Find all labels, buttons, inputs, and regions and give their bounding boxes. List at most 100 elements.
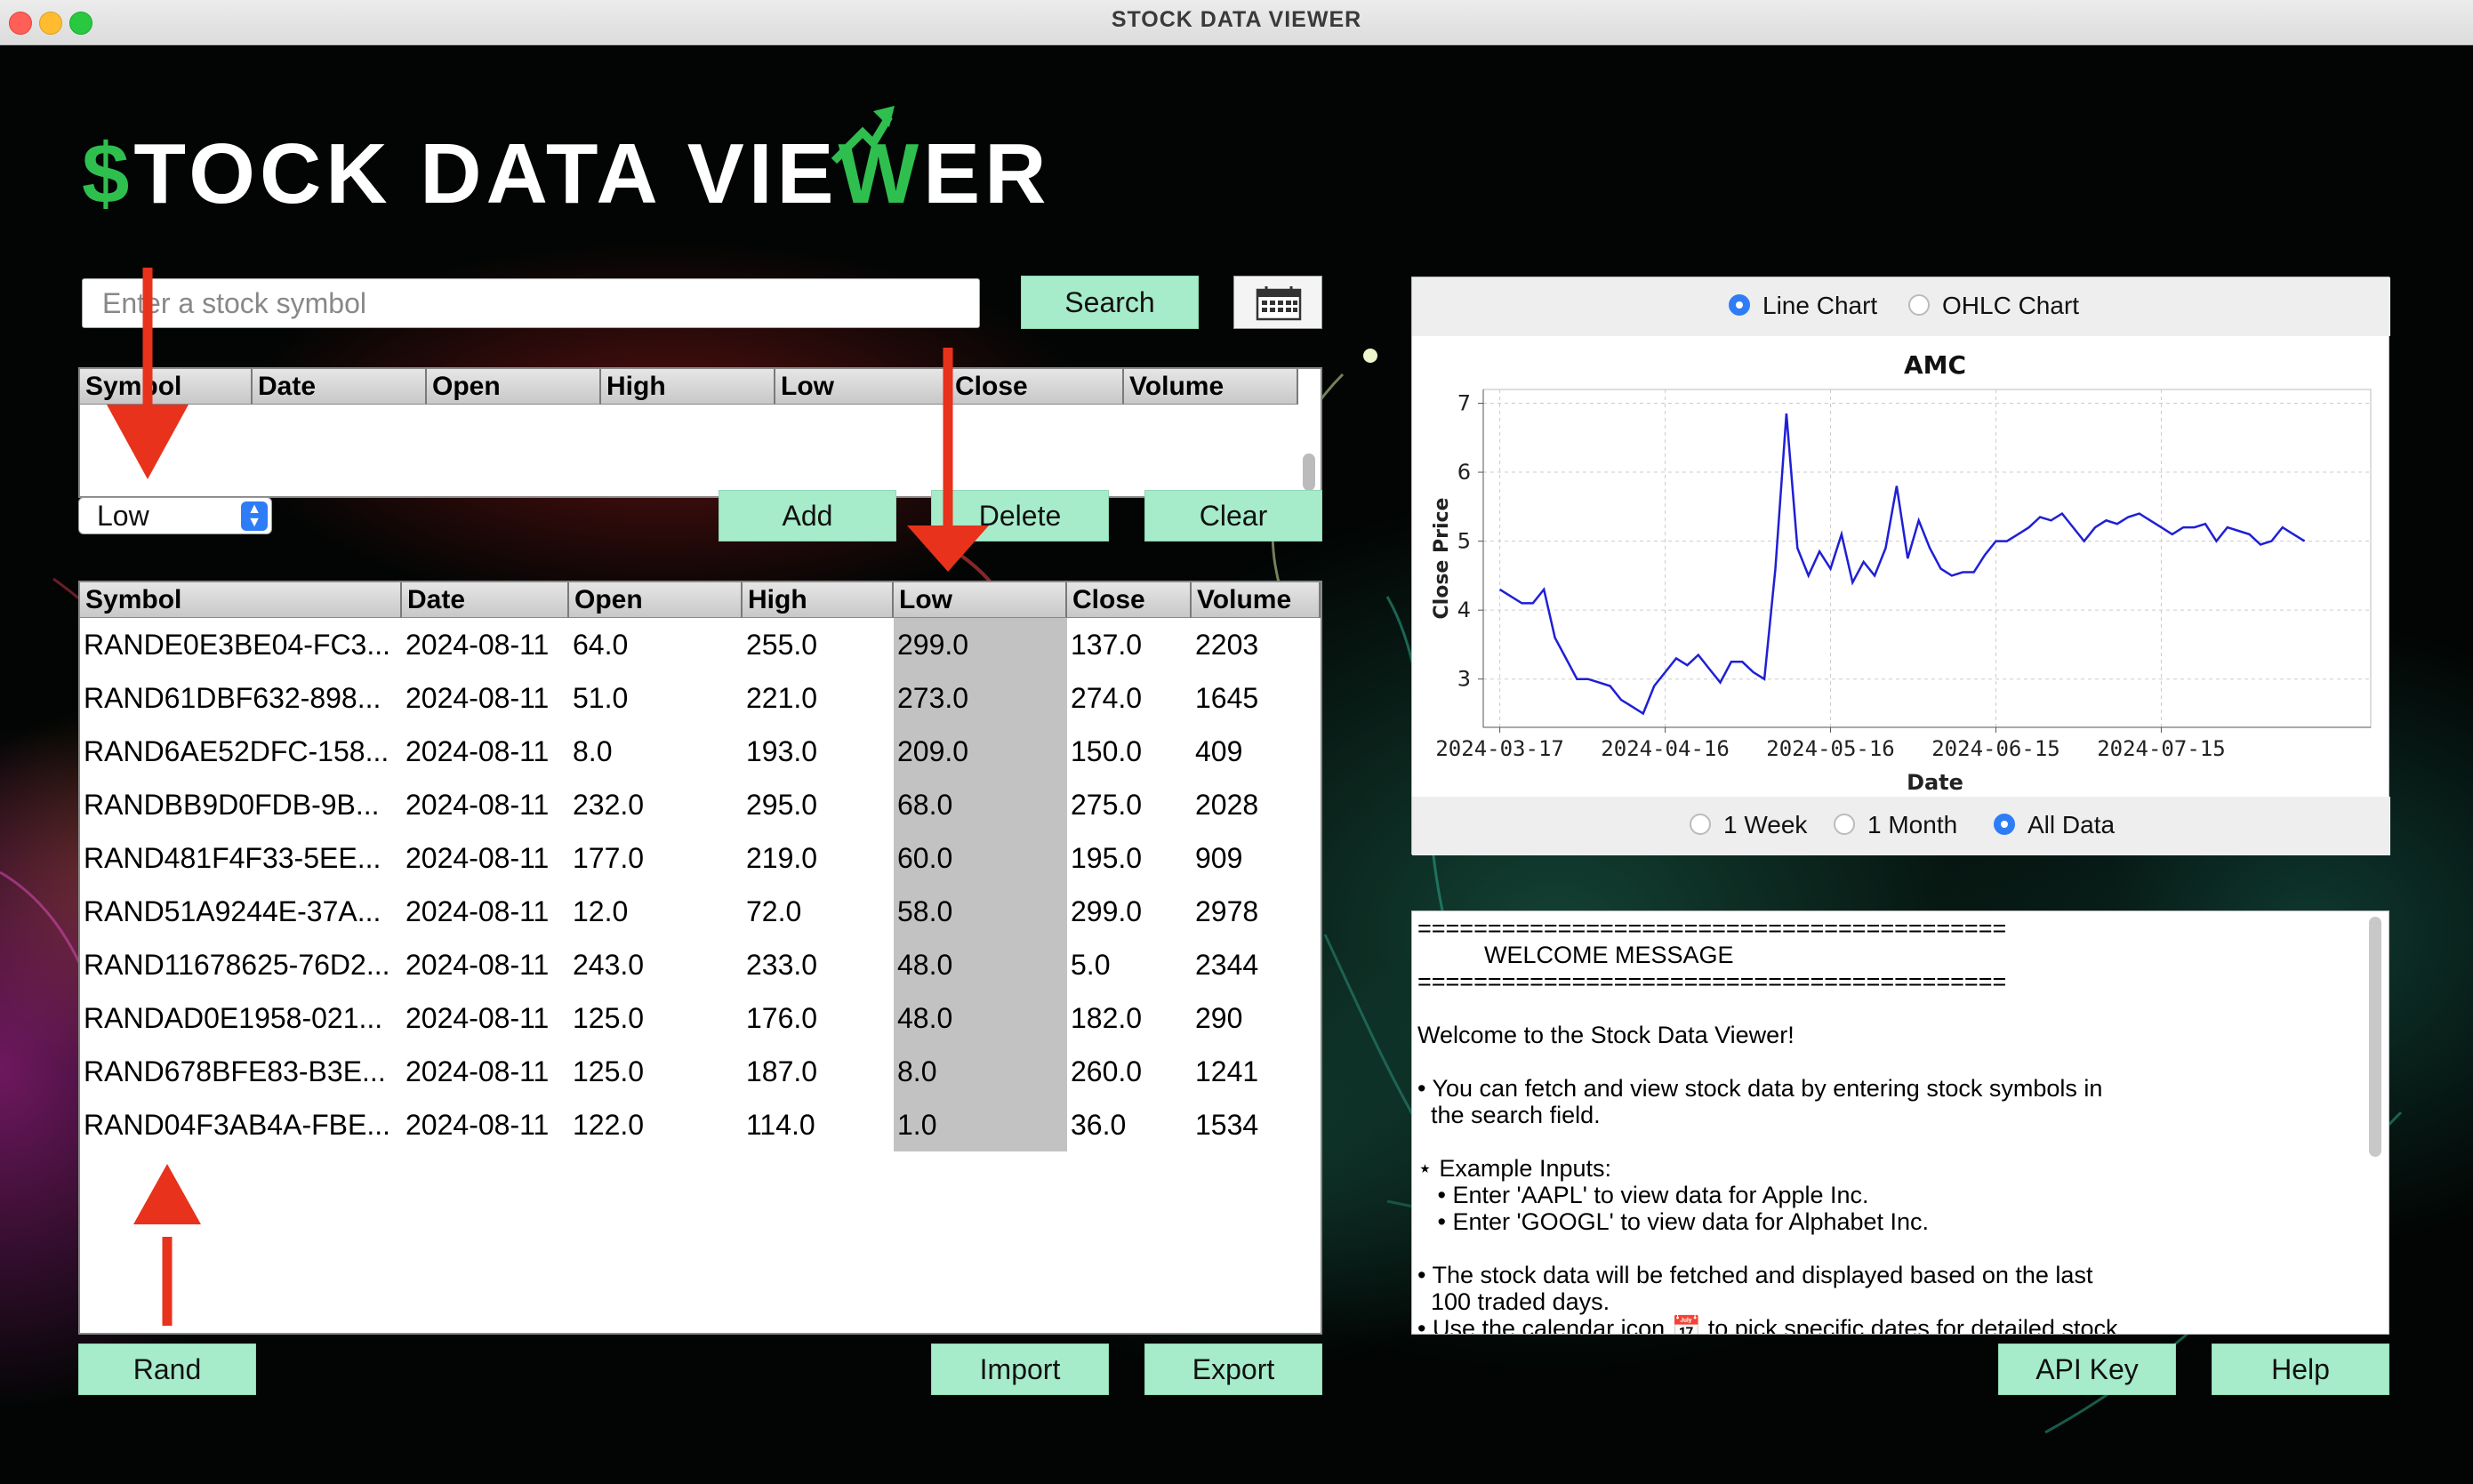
table-row[interactable]: RANDBB9D0FDB-9B... 2024-08-11 232.0 295.0 68… bbox=[80, 778, 1321, 831]
welcome-line: ⋆ Example Inputs: bbox=[1417, 1155, 1612, 1182]
window-titlebar: STOCK DATA VIEWER bbox=[0, 0, 2473, 45]
cell-date: 2024-08-11 bbox=[405, 842, 550, 874]
minimize-window-button[interactable] bbox=[39, 12, 62, 35]
radio-empty-icon bbox=[1834, 813, 1855, 835]
cell-symbol: RAND678BFE83-B3E... bbox=[84, 1055, 386, 1087]
col-header-low[interactable]: Low bbox=[775, 369, 950, 405]
radio-selected-icon bbox=[1994, 813, 2015, 835]
cell-low: 68.0 bbox=[894, 778, 1067, 831]
y-tick-label: 3 bbox=[1457, 667, 1471, 692]
import-button[interactable]: Import bbox=[931, 1344, 1109, 1395]
cell-close: 182.0 bbox=[1071, 1002, 1143, 1034]
welcome-line: • The stock data will be fetched and dis… bbox=[1417, 1262, 2093, 1288]
cell-date: 2024-08-11 bbox=[405, 682, 550, 714]
radio-empty-icon bbox=[1690, 813, 1711, 835]
x-tick-label: 2024-06-15 bbox=[1931, 736, 2060, 761]
table-row[interactable]: RAND11678625-76D2... 2024-08-11 243.0 233.0… bbox=[80, 938, 1321, 991]
cell-high: 233.0 bbox=[746, 949, 818, 981]
table-scrollbar[interactable] bbox=[1303, 453, 1315, 491]
col-header-low[interactable]: Low bbox=[894, 582, 1067, 618]
ohlc-chart-radio[interactable]: OHLC Chart bbox=[1908, 290, 2079, 322]
table-row[interactable]: RAND481F4F33-5EE... 2024-08-11 177.0 219.0 6… bbox=[80, 831, 1321, 885]
line-chart-radio[interactable]: Line Chart bbox=[1729, 290, 1877, 322]
rand-button[interactable]: Rand bbox=[78, 1344, 256, 1395]
col-header-volume[interactable]: Volume bbox=[1192, 582, 1321, 618]
one-week-radio[interactable]: 1 Week bbox=[1690, 809, 1807, 841]
chart-panel: Line Chart OHLC Chart AMC Close Price Da… bbox=[1411, 277, 2390, 855]
cell-high: 193.0 bbox=[746, 735, 818, 767]
cell-volume: 2028 bbox=[1195, 789, 1259, 821]
col-header-date[interactable]: Date bbox=[253, 369, 427, 405]
cell-date: 2024-08-11 bbox=[405, 629, 550, 661]
cell-low: 8.0 bbox=[894, 1045, 1067, 1098]
calendar-button[interactable] bbox=[1233, 276, 1322, 329]
cell-open: 51.0 bbox=[573, 682, 629, 714]
cell-low: 60.0 bbox=[894, 831, 1067, 885]
line-chart-label: Line Chart bbox=[1762, 292, 1878, 319]
cell-close: 36.0 bbox=[1071, 1109, 1127, 1141]
cell-high: 187.0 bbox=[746, 1055, 818, 1087]
cell-open: 12.0 bbox=[573, 895, 629, 927]
cell-volume: 1534 bbox=[1195, 1109, 1259, 1141]
cell-date: 2024-08-11 bbox=[405, 949, 550, 981]
add-button[interactable]: Add bbox=[719, 490, 896, 541]
ohlc-chart-label: OHLC Chart bbox=[1942, 292, 2080, 319]
col-header-open[interactable]: Open bbox=[569, 582, 743, 618]
cell-high: 255.0 bbox=[746, 629, 818, 661]
col-header-close[interactable]: Close bbox=[1067, 582, 1192, 618]
table-row[interactable]: RAND6AE52DFC-158... 2024-08-11 8.0 193.0 209… bbox=[80, 725, 1321, 778]
calendar-icon bbox=[1256, 286, 1302, 321]
cell-volume: 409 bbox=[1195, 735, 1243, 767]
export-button[interactable]: Export bbox=[1144, 1344, 1322, 1395]
cell-high: 221.0 bbox=[746, 682, 818, 714]
all-data-label: All Data bbox=[2027, 811, 2116, 838]
chevron-up-down-icon: ▲ ▼ bbox=[241, 501, 268, 531]
table-row[interactable]: RAND04F3AB4A-FBE... 2024-08-11 122.0 114.0 1… bbox=[80, 1098, 1321, 1151]
sort-column-select[interactable]: Low ▲ ▼ bbox=[78, 497, 272, 534]
table-row[interactable]: RANDAD0E1958-021... 2024-08-11 125.0 176.0 4… bbox=[80, 991, 1321, 1045]
table-row[interactable]: RAND678BFE83-B3E... 2024-08-11 125.0 187.0 8… bbox=[80, 1045, 1321, 1098]
chart-type-bar: Line Chart OHLC Chart bbox=[1412, 277, 2390, 336]
cell-volume: 290 bbox=[1195, 1002, 1243, 1034]
cell-volume: 2978 bbox=[1195, 895, 1259, 927]
cell-date: 2024-08-11 bbox=[405, 1109, 550, 1141]
logo-text-1: TOCK DATA VIE bbox=[133, 126, 839, 221]
col-header-close[interactable]: Close bbox=[950, 369, 1124, 405]
col-header-volume[interactable]: Volume bbox=[1124, 369, 1298, 405]
table-row[interactable]: RAND61DBF632-898... 2024-08-11 51.0 221.0 27… bbox=[80, 671, 1321, 725]
close-window-button[interactable] bbox=[9, 12, 32, 35]
clear-button[interactable]: Clear bbox=[1144, 490, 1322, 541]
cell-symbol: RAND481F4F33-5EE... bbox=[84, 842, 381, 874]
window-title: STOCK DATA VIEWER bbox=[1111, 7, 1362, 32]
api-key-button[interactable]: API Key bbox=[1998, 1344, 2176, 1395]
col-header-open[interactable]: Open bbox=[427, 369, 601, 405]
cell-close: 299.0 bbox=[1071, 895, 1143, 927]
welcome-line: the search field. bbox=[1417, 1102, 1601, 1128]
cell-date: 2024-08-11 bbox=[405, 1002, 550, 1034]
table-row[interactable]: RAND51A9244E-37A... 2024-08-11 12.0 72.0 58.… bbox=[80, 885, 1321, 938]
col-header-date[interactable]: Date bbox=[402, 582, 569, 618]
down-arrow-icon bbox=[907, 525, 989, 572]
col-header-symbol[interactable]: Symbol bbox=[80, 582, 402, 618]
col-header-symbol[interactable]: Symbol bbox=[80, 369, 253, 405]
cell-symbol: RANDAD0E1958-021... bbox=[84, 1002, 383, 1034]
col-header-high[interactable]: High bbox=[743, 582, 894, 618]
all-data-radio[interactable]: All Data bbox=[1994, 809, 2115, 841]
cell-open: 125.0 bbox=[573, 1002, 645, 1034]
maximize-window-button[interactable] bbox=[69, 12, 92, 35]
cell-close: 150.0 bbox=[1071, 735, 1143, 767]
welcome-message-panel[interactable]: ========================================… bbox=[1411, 910, 2389, 1335]
cell-close: 137.0 bbox=[1071, 629, 1143, 661]
cell-symbol: RAND6AE52DFC-158... bbox=[84, 735, 389, 767]
search-button[interactable]: Search bbox=[1021, 276, 1199, 329]
help-button[interactable]: Help bbox=[2212, 1344, 2389, 1395]
one-month-label: 1 Month bbox=[1867, 811, 1958, 838]
col-header-high[interactable]: High bbox=[601, 369, 775, 405]
y-tick-label: 4 bbox=[1457, 598, 1471, 622]
cell-volume: 2203 bbox=[1195, 629, 1259, 661]
message-scrollbar[interactable] bbox=[2369, 917, 2381, 1157]
one-month-radio[interactable]: 1 Month bbox=[1834, 809, 1957, 841]
cell-low: 58.0 bbox=[894, 885, 1067, 938]
table-row[interactable]: RANDE0E3BE04-FC3... 2024-08-11 64.0 255.0 29… bbox=[80, 618, 1321, 671]
cell-symbol: RANDE0E3BE04-FC3... bbox=[84, 629, 391, 661]
